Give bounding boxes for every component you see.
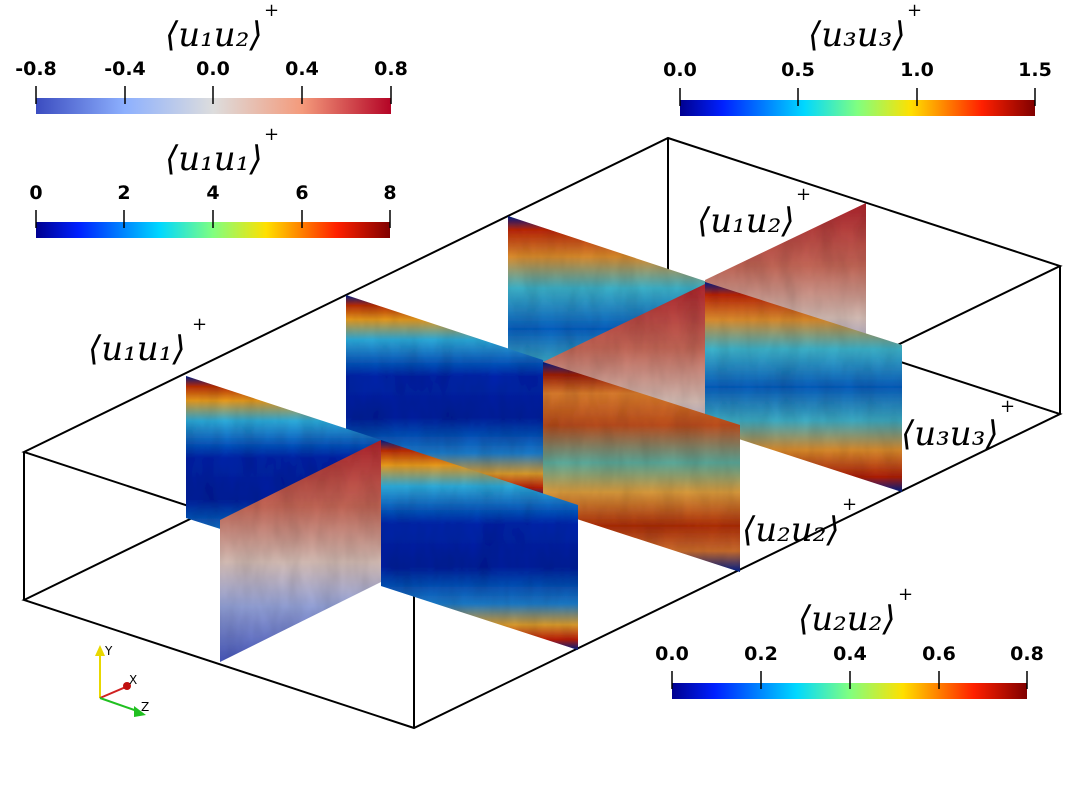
- colorbar-u3u3-ramp: [680, 100, 1035, 116]
- colorbar-u3u3-tick: 1.0: [900, 59, 934, 81]
- colorbar-u1u2-sup: +: [264, 0, 279, 21]
- colorbar-u3u3-tick: 1.5: [1018, 59, 1052, 81]
- colorbar-u2u2-tickmarks: [671, 671, 1028, 689]
- colorbar-u1u1-tick: 8: [383, 182, 396, 204]
- colorbar-u3u3-tick: 0.0: [663, 59, 697, 81]
- label-u3u3: ⟨u₃u₃⟩ +: [901, 396, 1015, 454]
- colorbar-u1u1-title: ⟨u₁u₁⟩: [165, 139, 263, 179]
- axis-y-label: Y: [104, 644, 113, 658]
- label-u1u1-sup: +: [192, 314, 207, 335]
- colorbar-u2u2-tick: 0.0: [655, 643, 689, 665]
- colorbar-u2u2-tick: 0.2: [744, 643, 778, 665]
- slice-u1u2-front: [220, 440, 381, 662]
- label-u1u1-text: ⟨u₁u₁⟩: [88, 329, 186, 369]
- colorbar-u2u2: ⟨u₂u₂⟩ + 0.0 0.2 0.4 0.6 0.8: [655, 584, 1044, 699]
- axis-x-arrow: [123, 682, 131, 690]
- colorbar-u3u3: ⟨u₃u₃⟩ + 0.0 0.5 1.0 1.5: [663, 0, 1052, 116]
- axes-triad: Y X Z: [95, 644, 149, 717]
- slice-u1u1-front-right: [381, 440, 578, 650]
- colorbar-u2u2-tick: 0.6: [922, 643, 956, 665]
- field-slices: [186, 203, 902, 662]
- colorbar-u2u2-sup: +: [898, 584, 913, 605]
- colorbar-u1u2: ⟨u₁u₂⟩ + -0.8 -0.4 0.0 0.4 0.8: [15, 0, 408, 114]
- colorbar-u1u2-tickmarks: [35, 86, 392, 104]
- colorbar-u1u1-tick: 0: [29, 182, 42, 204]
- label-u2u2-sup: +: [842, 494, 857, 515]
- colorbar-u3u3-title: ⟨u₃u₃⟩: [808, 15, 906, 55]
- colorbar-u3u3-sup: +: [907, 0, 922, 21]
- colorbar-u2u2-tick: 0.8: [1010, 643, 1044, 665]
- label-u2u2-text: ⟨u₂u₂⟩: [742, 510, 840, 550]
- colorbar-u3u3-tick: 0.5: [781, 59, 815, 81]
- axis-x-line: [99, 685, 129, 699]
- axis-x-label: X: [129, 673, 137, 687]
- slice-u2u2-middle: [543, 362, 740, 572]
- label-u1u2-sup: +: [796, 184, 811, 205]
- colorbar-u3u3-tickmarks: [679, 88, 1036, 106]
- axis-z-arrow: [134, 706, 146, 717]
- colorbar-u2u2-tick: 0.4: [833, 643, 867, 665]
- colorbar-u1u2-tick: 0.4: [285, 58, 319, 80]
- label-u3u3-text: ⟨u₃u₃⟩: [901, 414, 999, 454]
- colorbar-u1u1-tickmarks: [35, 210, 391, 228]
- colorbar-u1u1-tick: 2: [117, 182, 130, 204]
- colorbar-u1u2-tick: -0.8: [15, 58, 57, 80]
- colorbar-u1u2-tick: 0.8: [374, 58, 408, 80]
- label-u1u2: ⟨u₁u₂⟩ +: [697, 184, 811, 241]
- label-u3u3-sup: +: [1000, 396, 1015, 417]
- colorbar-u1u1-tick: 6: [295, 182, 308, 204]
- axis-z-label: Z: [141, 700, 149, 714]
- colorbar-u1u2-tick: 0.0: [196, 58, 230, 80]
- slice-u3u3-right: [705, 282, 902, 492]
- colorbar-u1u1-sup: +: [264, 124, 279, 145]
- colorbar-u1u1-tick: 4: [206, 182, 219, 204]
- label-u1u2-text: ⟨u₁u₂⟩: [697, 201, 795, 241]
- colorbar-u2u2-title: ⟨u₂u₂⟩: [798, 599, 896, 639]
- colorbar-u1u2-title: ⟨u₁u₂⟩: [165, 15, 263, 55]
- colorbar-u1u2-tick: -0.4: [104, 58, 146, 80]
- label-u1u1: ⟨u₁u₁⟩ +: [88, 314, 207, 369]
- axis-y-arrow: [95, 645, 105, 656]
- colorbar-u1u1: ⟨u₁u₁⟩ + 0 2 4 6 8: [29, 124, 397, 238]
- axis-z-line: [99, 697, 141, 713]
- label-u2u2: ⟨u₂u₂⟩ +: [742, 494, 857, 550]
